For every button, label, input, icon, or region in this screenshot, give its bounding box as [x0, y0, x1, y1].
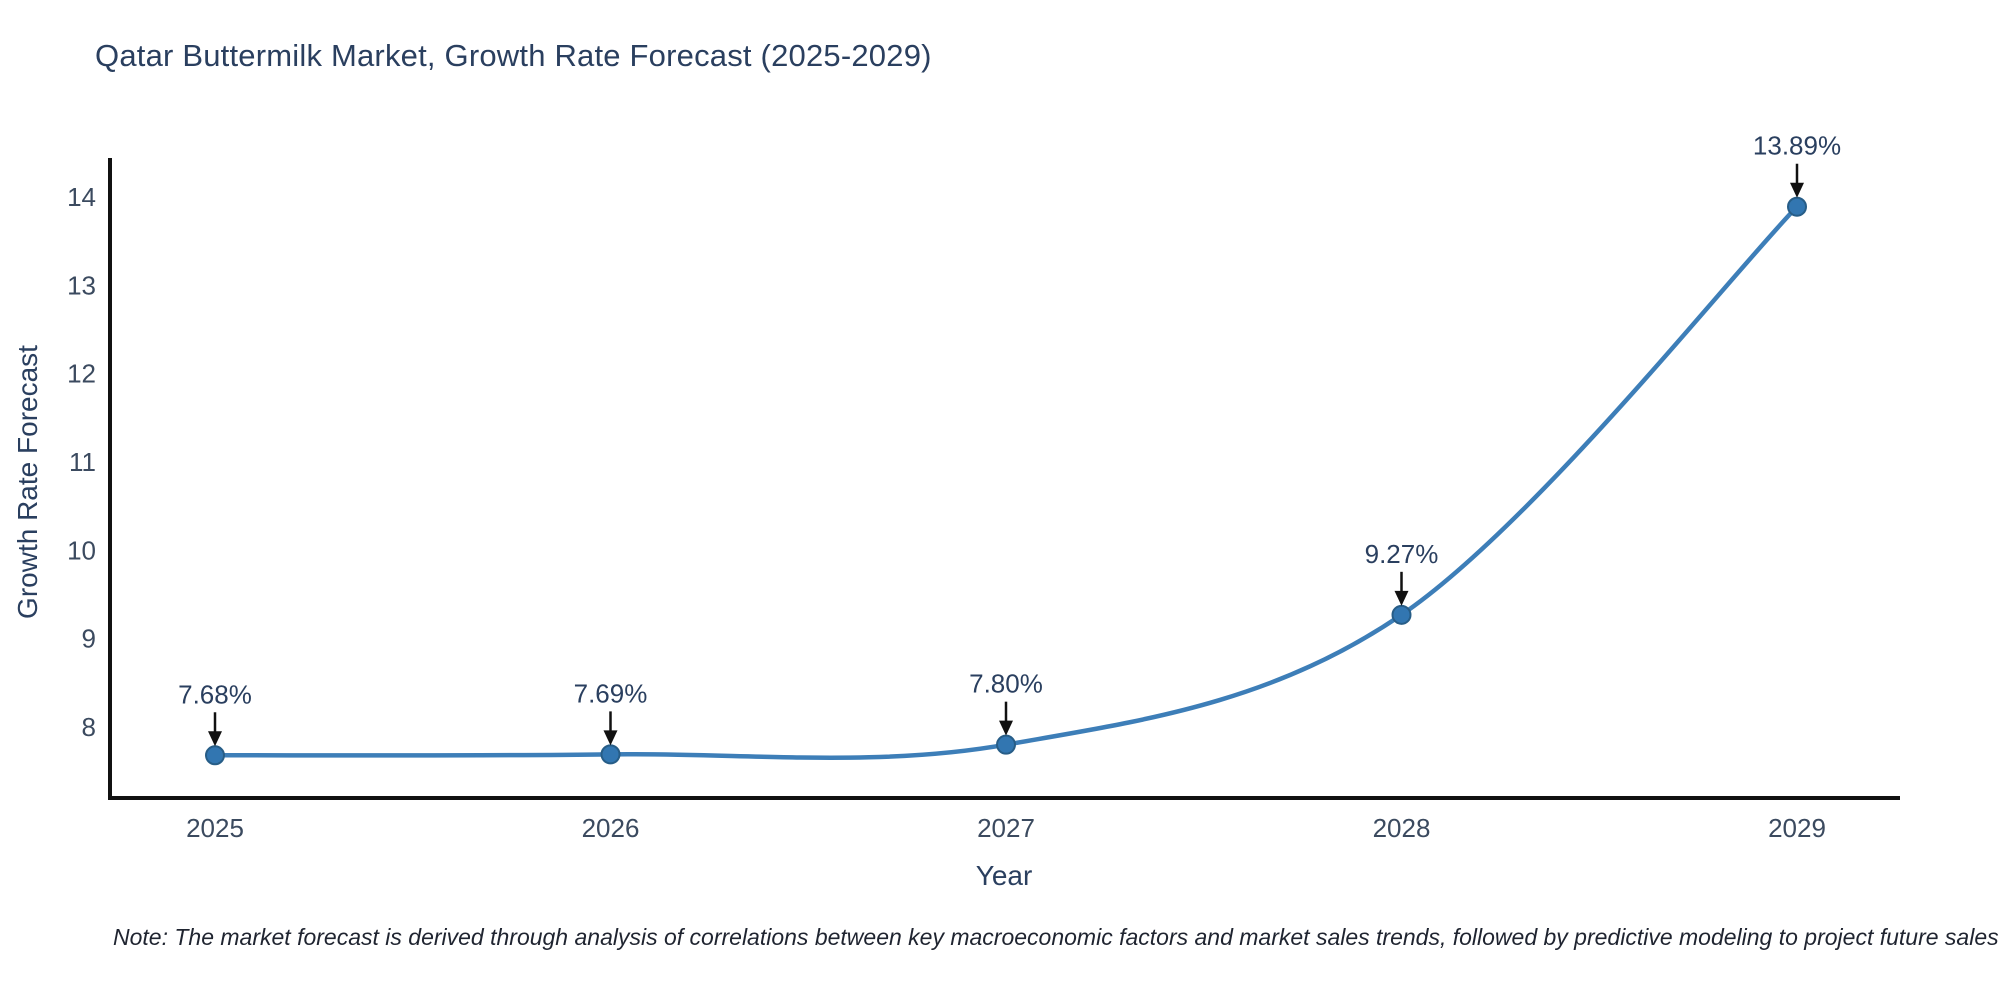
x-tick-label: 2028	[1373, 813, 1431, 843]
x-tick-label: 2025	[186, 813, 244, 843]
data-point-marker	[205, 745, 225, 766]
data-point-label: 7.69%	[574, 678, 648, 708]
data-point-label: 9.27%	[1365, 539, 1439, 569]
y-tick-label: 8	[82, 712, 96, 742]
chart-title: Qatar Buttermilk Market, Growth Rate For…	[95, 38, 932, 73]
data-point-label: 7.68%	[178, 679, 252, 709]
x-tick-label: 2026	[582, 813, 640, 843]
footnote: Note: The market forecast is derived thr…	[113, 924, 1999, 950]
data-point-marker	[600, 744, 621, 765]
y-tick-label: 14	[67, 182, 96, 212]
annotation-arrowhead	[999, 720, 1013, 736]
annotation-arrowhead	[1790, 182, 1804, 198]
y-tick-label: 9	[82, 624, 96, 654]
annotation-arrowhead	[208, 731, 222, 747]
y-tick-label: 13	[67, 270, 96, 300]
data-point-marker	[996, 734, 1016, 755]
y-tick-label: 12	[67, 359, 96, 389]
data-point-marker	[1391, 604, 1412, 625]
annotation-arrowhead	[603, 730, 618, 746]
x-tick-label: 2029	[1768, 813, 1826, 843]
x-axis-title: Year	[975, 860, 1033, 891]
data-point-label: 13.89%	[1753, 131, 1841, 161]
forecast-line	[212, 204, 1800, 760]
y-tick-label: 11	[69, 447, 96, 477]
x-tick-label: 2027	[977, 813, 1035, 843]
data-point-marker	[1787, 196, 1807, 217]
data-point-label: 7.80%	[969, 669, 1043, 699]
y-tick-label: 10	[67, 535, 96, 565]
annotation-arrowhead	[1394, 590, 1409, 606]
